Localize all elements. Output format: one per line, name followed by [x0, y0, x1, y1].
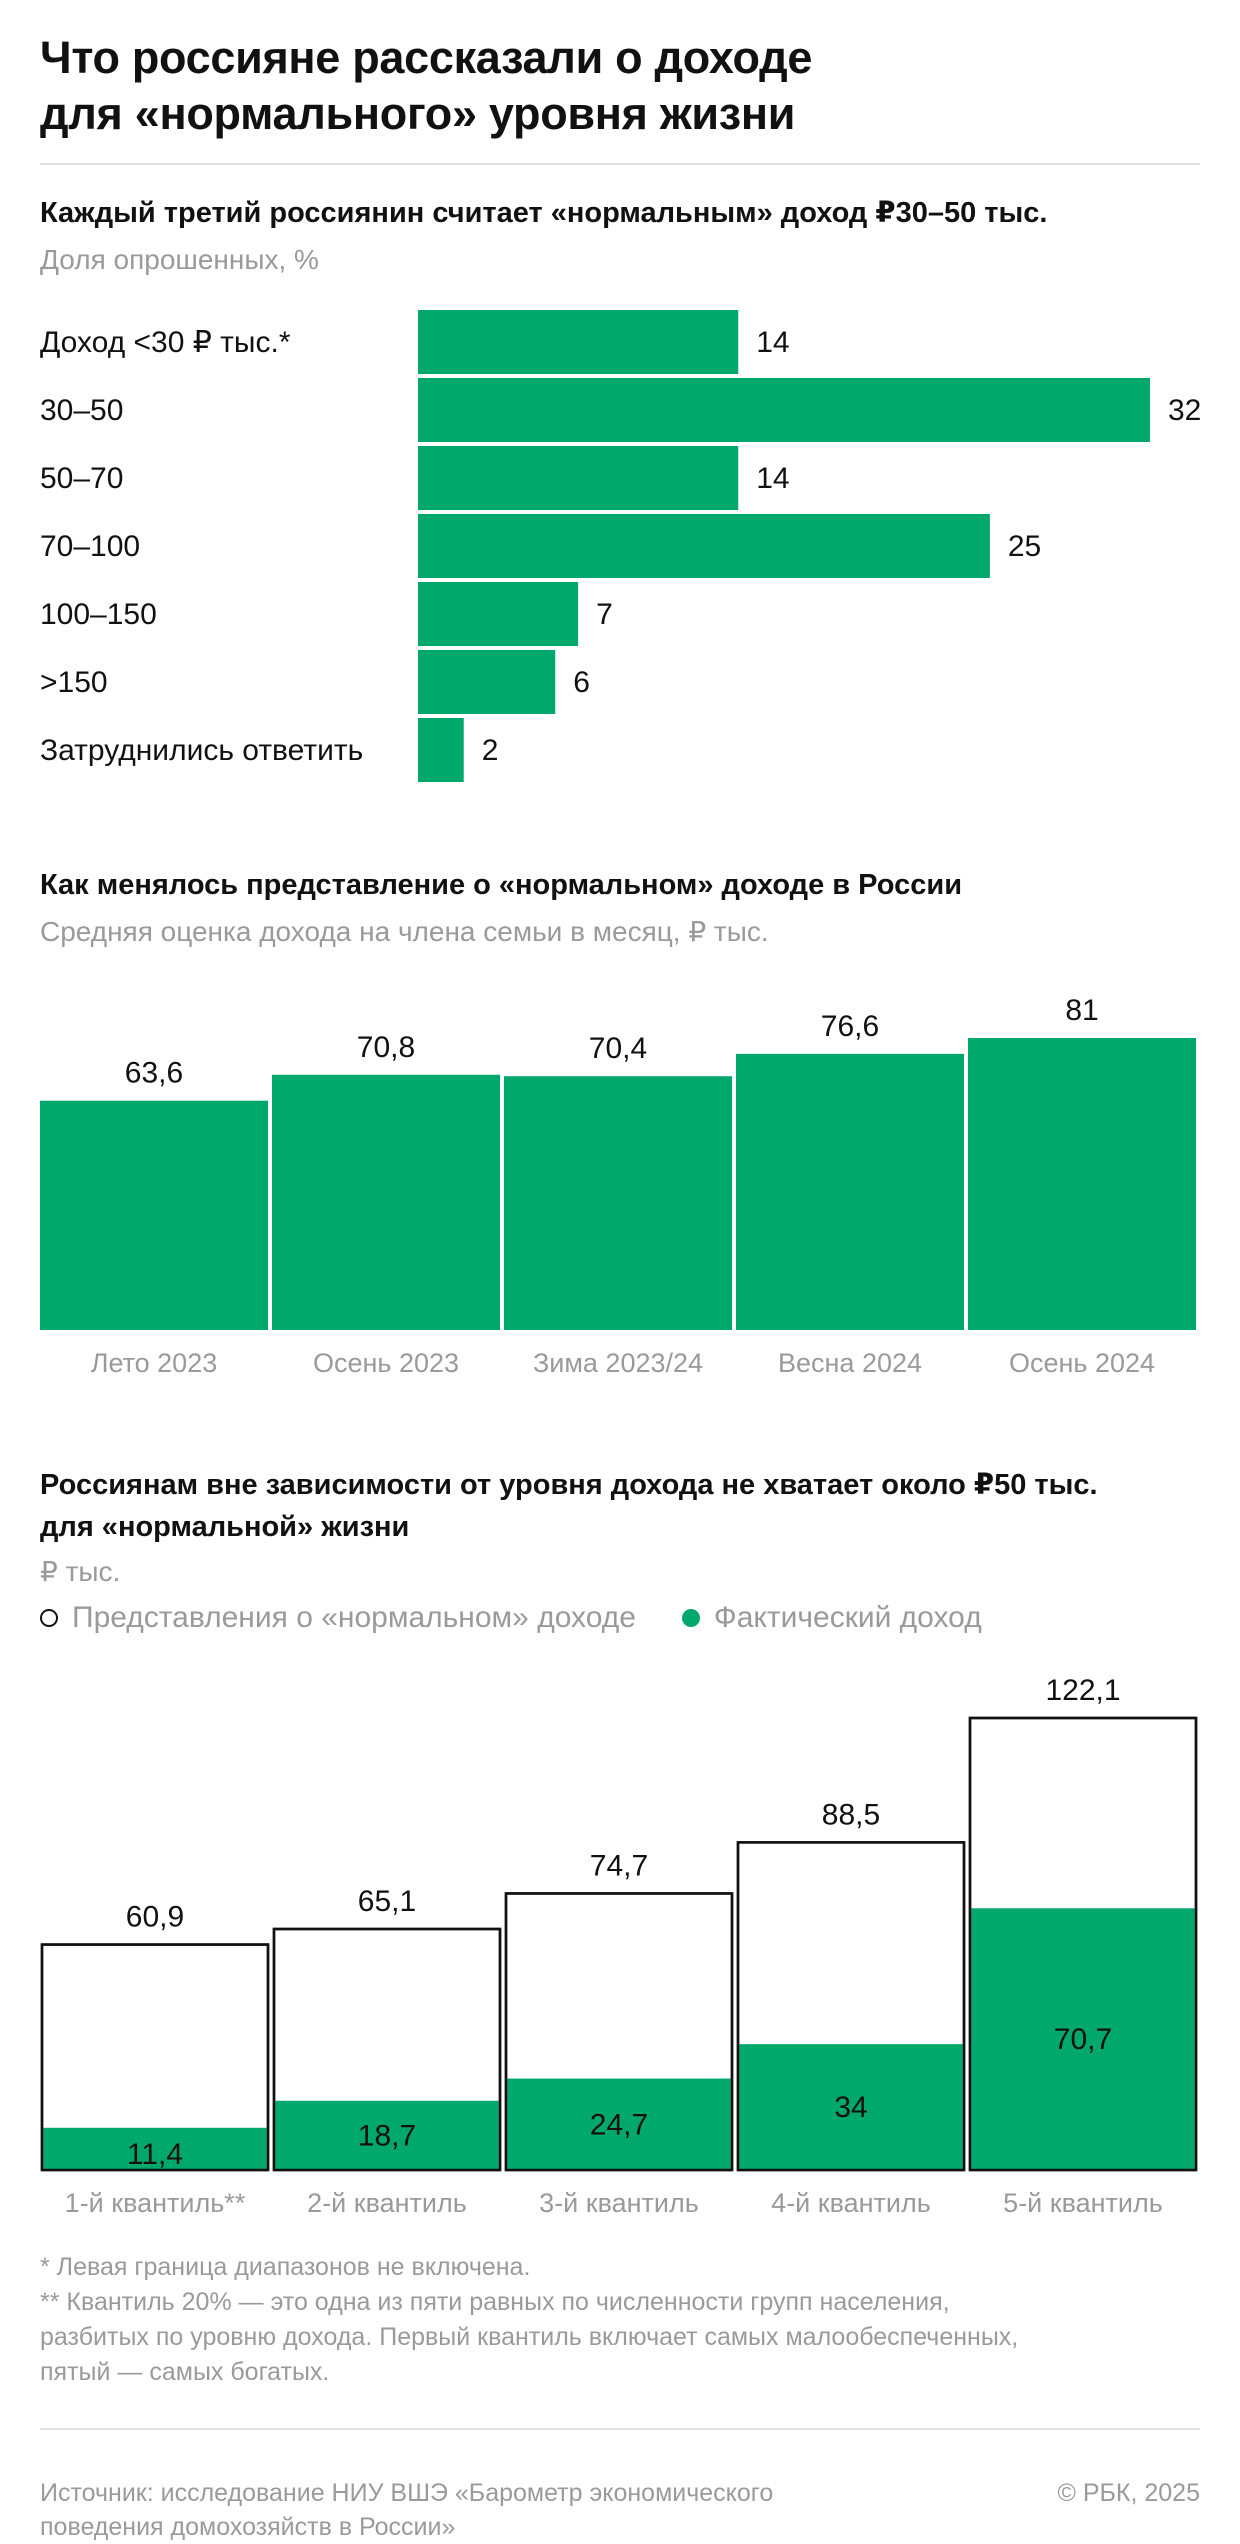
bar — [418, 446, 739, 510]
value-label: 32 — [1168, 394, 1201, 427]
footnote-2-line-1: ** Квантиль 20% — это одна из пяти равны… — [40, 2288, 950, 2316]
chart2-subtitle: Средняя оценка дохода на члена семьи в м… — [40, 916, 769, 947]
page-title: Что россияне рассказали о доходе для «но… — [40, 30, 1200, 142]
category-label: 5-й квантиль — [1003, 2188, 1163, 2218]
value-label: 25 — [1008, 530, 1041, 563]
source-line-2: поведения домохозяйств в России» — [40, 2513, 456, 2541]
category-label: Зима 2023/24 — [533, 1348, 703, 1378]
legend-filled-circle-icon — [681, 1609, 700, 1627]
bar — [272, 1074, 500, 1330]
bar — [418, 310, 739, 374]
category-label: 4-й квантиль — [771, 2188, 931, 2218]
value-label: 76,6 — [821, 1010, 879, 1043]
chart1-subtitle: Доля опрошенных, % — [40, 244, 319, 275]
category-label: 1-й квантиль** — [65, 2188, 246, 2218]
footnote-1: * Левая граница диапазонов не включена. — [40, 2253, 531, 2281]
bar-outline — [40, 1943, 270, 2172]
bar-outline — [504, 1892, 734, 2172]
bar-outline — [736, 1841, 966, 2172]
bar — [968, 1038, 1196, 1330]
chart1-horizontal-bar-chart: Доход <30 ₽ тыс.* 14 30–50 32 50–70 14 70–100 2… — [40, 310, 1201, 782]
value-label-normal: 65,1 — [358, 1885, 416, 1918]
legend-label-actual-income: Фактический доход — [713, 1601, 982, 1634]
footnote-2-line-2: разбитых по уровню дохода. Первый кванти… — [40, 2323, 1019, 2351]
value-label: 70,8 — [357, 1031, 415, 1064]
value-label: 2 — [482, 734, 499, 767]
source-line-1: Источник: исследование НИУ ВШЭ «Барометр… — [40, 2479, 774, 2507]
category-label: Осень 2023 — [313, 1348, 459, 1378]
value-label-actual: 18,7 — [358, 2119, 416, 2152]
bar — [504, 1076, 732, 1330]
chart3-subtitle: ₽ тыс. — [40, 1556, 121, 1587]
chart3-legend: Представления о «нормальном» доходе Факт… — [40, 1598, 1028, 1638]
value-label-actual: 11,4 — [127, 2138, 183, 2171]
bar — [40, 1100, 268, 1330]
category-label: Осень 2024 — [1009, 1348, 1155, 1378]
value-label: 7 — [596, 598, 613, 631]
value-label-actual: 34 — [834, 2091, 867, 2124]
value-label-normal: 122,1 — [1045, 1674, 1120, 1707]
bar-outline — [968, 1716, 1198, 2172]
category-label: 3-й квантиль — [539, 2188, 699, 2218]
category-label: 30–50 — [40, 394, 123, 427]
legend-open-circle-icon — [40, 1609, 58, 1627]
footnotes: * Левая граница диапазонов не включена. … — [40, 2250, 1210, 2390]
category-label: Доход <30 ₽ тыс.* — [40, 326, 291, 359]
bar — [418, 378, 1150, 442]
source-note: Источник: исследование НИУ ВШЭ «Барометр… — [40, 2476, 980, 2544]
page-title-line-1: Что россияне рассказали о доходе — [40, 32, 813, 83]
value-label-actual: 70,7 — [1054, 2023, 1112, 2056]
category-label: 50–70 — [40, 462, 123, 495]
legend-item-actual-income: Фактический доход — [681, 1601, 982, 1635]
copyright: © РБК, 2025 — [1057, 2479, 1200, 2507]
value-label-normal: 60,9 — [126, 1901, 184, 1934]
chart2-title: Как менялось представление о «нормальном… — [40, 869, 963, 901]
bar — [418, 514, 990, 578]
value-label: 14 — [756, 326, 789, 359]
chart3-title: Россиянам вне зависимости от уровня дохо… — [40, 1464, 1210, 1548]
value-label: 70,4 — [589, 1032, 647, 1065]
category-label: Весна 2024 — [778, 1348, 922, 1378]
bar — [418, 650, 556, 714]
chart3-title-line-2: для «нормальной» жизни — [40, 1511, 410, 1543]
value-label: 63,6 — [125, 1057, 183, 1090]
legend-label-normal-income: Представления о «нормальном» доходе — [72, 1601, 636, 1634]
value-label: 81 — [1065, 994, 1098, 1027]
category-label: Лето 2023 — [91, 1348, 217, 1378]
chart1-title: Каждый третий россиянин считает «нормаль… — [40, 197, 1048, 229]
value-label-normal: 74,7 — [590, 1849, 648, 1882]
bar — [736, 1053, 964, 1330]
value-label: 6 — [573, 666, 590, 699]
category-label: 100–150 — [40, 598, 157, 631]
category-label: 70–100 — [40, 530, 140, 563]
bar-actual-income — [43, 2127, 267, 2170]
footer-divider — [40, 2428, 1200, 2430]
chart3-stacked-bar-chart: 60,9 11,4 1-й квантиль** 65,1 18,7 2-й кванти… — [40, 1674, 1198, 2218]
chart3-title-line-1: Россиянам вне зависимости от уровня дохо… — [40, 1469, 1098, 1501]
value-label: 14 — [756, 462, 789, 495]
bar-actual-income — [507, 2078, 731, 2170]
bar — [418, 582, 579, 646]
footnote-2-line-3: пятый — самых богатых. — [40, 2358, 330, 2386]
page-title-line-2: для «нормального» уровня жизни — [40, 88, 796, 139]
bar-actual-income — [275, 2100, 499, 2170]
value-label-normal: 88,5 — [822, 1798, 880, 1831]
bar — [418, 718, 464, 782]
value-label-actual: 24,7 — [590, 2108, 648, 2141]
legend-item-normal-income: Представления о «нормальном» доходе — [40, 1601, 636, 1635]
bar-actual-income — [739, 2044, 963, 2170]
bar-actual-income — [971, 1908, 1195, 2170]
category-label: Затруднились ответить — [40, 734, 363, 767]
category-label: 2-й квантиль — [307, 2188, 467, 2218]
title-divider — [40, 163, 1200, 165]
category-label: >150 — [40, 666, 108, 699]
bar-outline — [272, 1927, 502, 2172]
chart2-vertical-bar-chart: 63,6 Лето 2023 70,8 Осень 2023 70,4 Зима 2023… — [40, 994, 1196, 1378]
